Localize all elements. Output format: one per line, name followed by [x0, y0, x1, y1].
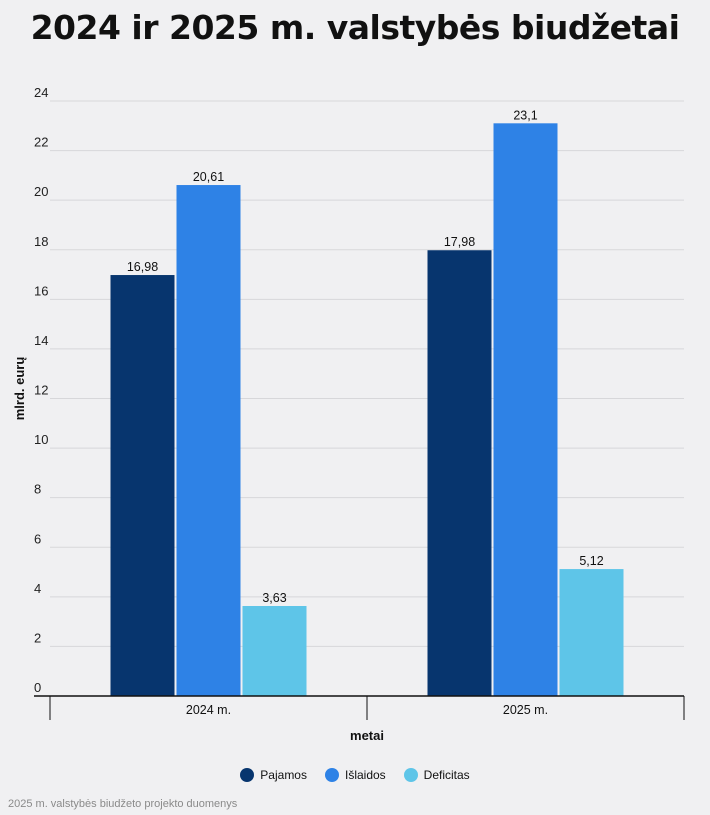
y-tick-label: 22: [34, 135, 48, 150]
legend-label-pajamos: Pajamos: [260, 768, 307, 782]
legend-swatch-deficitas: [403, 768, 418, 782]
legend-swatch-pajamos: [240, 768, 255, 782]
y-tick-label: 4: [34, 581, 41, 596]
bar: [176, 185, 241, 696]
bar: [427, 250, 492, 696]
data-label: 16,98: [127, 260, 158, 274]
y-tick-label: 18: [34, 234, 48, 249]
bar: [110, 275, 175, 696]
y-tick-label: 16: [34, 283, 48, 298]
data-label: 17,98: [444, 235, 475, 249]
legend-item-deficitas[interactable]: Deficitas: [403, 768, 470, 782]
legend: Pajamos Išlaidos Deficitas: [0, 768, 710, 782]
bar: [493, 123, 558, 696]
data-label: 23,1: [513, 108, 537, 122]
y-tick-label: 2: [34, 630, 41, 645]
data-label: 5,12: [579, 554, 603, 568]
y-tick-label: 8: [34, 482, 41, 497]
y-tick-label: 24: [34, 85, 48, 100]
chart-title: 2024 ir 2025 m. valstybės biudžetai: [30, 8, 680, 47]
x-axis-title: metai: [350, 728, 384, 743]
y-tick-label: 14: [34, 333, 48, 348]
y-axis-title: mlrd. eurų: [12, 357, 27, 421]
bar: [559, 569, 624, 696]
x-tick-label: 2025 m.: [503, 703, 548, 717]
legend-label-islaidos: Išlaidos: [344, 768, 386, 782]
bar: [242, 606, 307, 696]
legend-swatch-islaidos: [324, 768, 339, 782]
y-tick-label: 10: [34, 432, 48, 447]
legend-item-pajamos[interactable]: Pajamos: [240, 768, 307, 782]
data-label: 3,63: [262, 591, 286, 605]
y-tick-label: 6: [34, 531, 41, 546]
data-label: 20,61: [193, 170, 224, 184]
y-tick-label: 0: [34, 680, 41, 695]
bar-chart: 02468101214161820222416,9820,613,632024 …: [12, 85, 685, 743]
legend-item-islaidos[interactable]: Išlaidos: [324, 768, 386, 782]
legend-label-deficitas: Deficitas: [423, 768, 470, 782]
x-tick-label: 2024 m.: [186, 703, 231, 717]
y-tick-label: 20: [34, 184, 48, 199]
y-tick-label: 12: [34, 383, 48, 398]
source-note: 2025 m. valstybės biudžeto projekto duom…: [8, 798, 238, 810]
